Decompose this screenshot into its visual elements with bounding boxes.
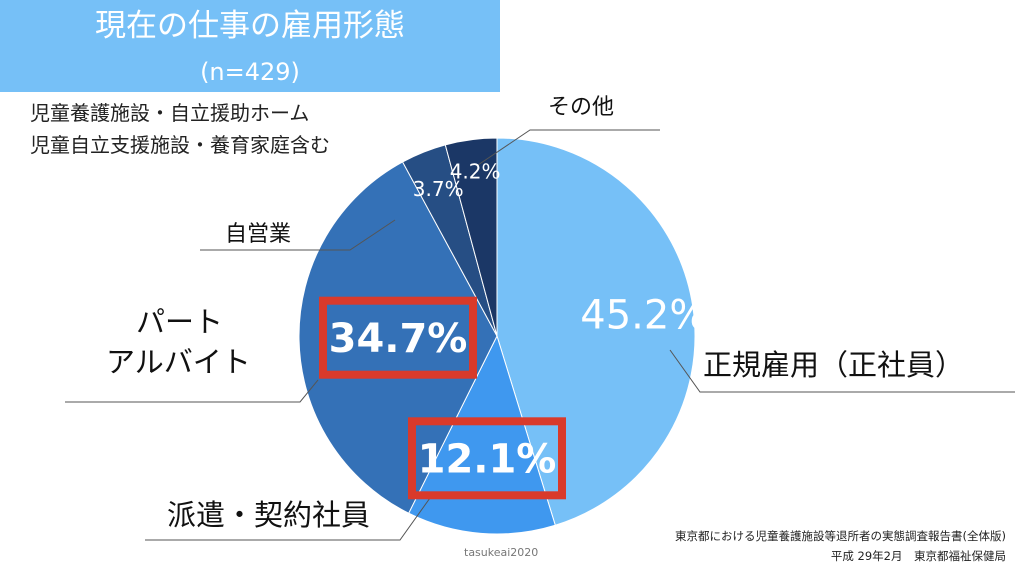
- pct-label-self-employed: 3.7%: [413, 177, 464, 201]
- pct-label-other: 4.2%: [450, 159, 501, 183]
- leader-line-other: [477, 129, 660, 166]
- leader-line-part-time: [65, 379, 319, 403]
- source-line-1: 東京都における児童養護施設等退所者の実態調査報告書(全体版): [675, 529, 1006, 543]
- label-regular: 正規雇用（正社員）: [703, 348, 965, 382]
- source-line-2: 平成 29年2月 東京都福祉保健局: [830, 549, 1006, 563]
- slice-regular: [496, 137, 696, 526]
- leader-line-self-employed: [200, 219, 396, 251]
- label-other: その他: [548, 95, 615, 120]
- label-self-employed: 自営業: [225, 222, 292, 247]
- chart-subtitle: (n=429): [200, 58, 300, 86]
- source-citation: 東京都における児童養護施設等退所者の実態調査報告書(全体版) 平成 29年2月 …: [675, 526, 1006, 566]
- chart-title: 現在の仕事の雇用形態: [95, 8, 405, 44]
- pct-label-part-time: 34.7%: [329, 316, 468, 362]
- slice-dispatch: [408, 334, 556, 535]
- pct-label-regular: 45.2%: [580, 292, 707, 338]
- watermark: tasukeai2020: [464, 546, 539, 559]
- label-part-time-line-2: アルバイト: [106, 345, 251, 379]
- leader-line-dispatch: [145, 497, 431, 541]
- note-line-1: 児童養護施設・自立援助ホーム: [30, 101, 310, 125]
- label-dispatch: 派遣・契約社員: [167, 498, 371, 532]
- title-banner: 現在の仕事の雇用形態 (n=429): [0, 0, 500, 92]
- leader-line-regular: [669, 349, 1015, 393]
- highlight-box-part-time: [319, 296, 477, 379]
- slice-other: [444, 137, 498, 337]
- pct-label-dispatch: 12.1%: [418, 437, 557, 483]
- note-line-2: 児童自立支援施設・養育家庭含む: [30, 133, 330, 157]
- label-part-time-line-1: パート: [136, 305, 224, 339]
- highlight-box-dispatch: [408, 417, 566, 500]
